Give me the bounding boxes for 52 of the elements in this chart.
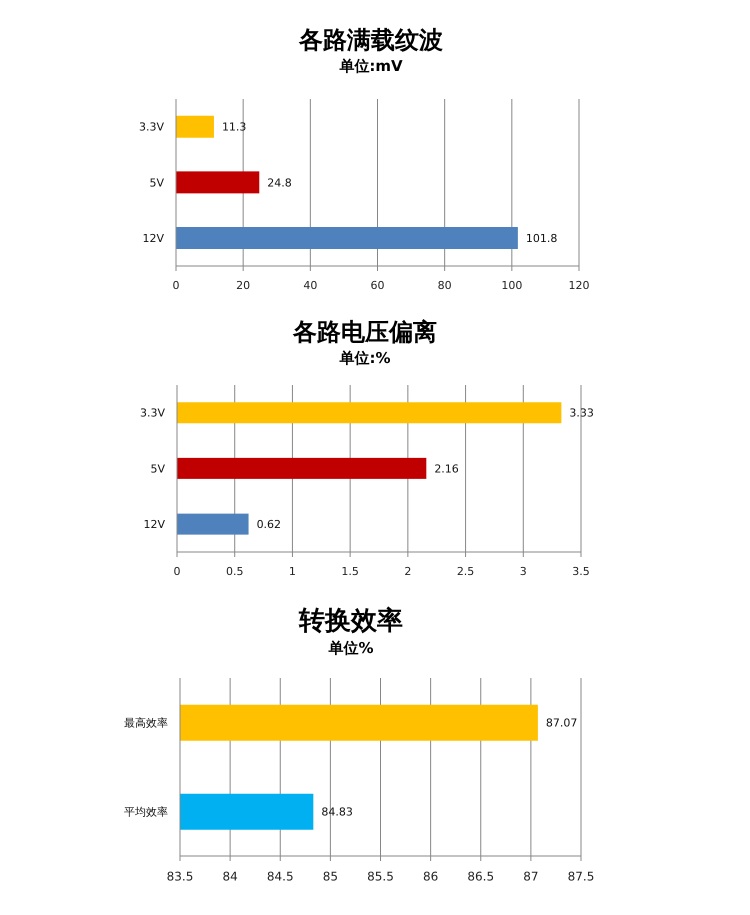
x-tick-label: 86 (422, 870, 438, 884)
x-tick-label: 120 (568, 278, 590, 292)
data-label: 101.8 (526, 232, 558, 245)
x-tick-label: 3.5 (572, 564, 590, 578)
bar (177, 402, 562, 424)
chart-title: 各路电压偏离 (292, 316, 438, 348)
chart-title: 各路满载纹波 (298, 24, 444, 56)
bar (176, 171, 260, 194)
y-tick-label: 12V (143, 518, 166, 532)
x-tick-label: 1.5 (341, 564, 359, 578)
x-tick-label: 83.5 (166, 870, 194, 884)
y-tick-label: 12V (142, 232, 164, 246)
y-tick-label: 最高效率 (124, 716, 168, 730)
y-tick-label: 平均效率 (124, 805, 168, 818)
x-tick-label: 0.5 (226, 564, 244, 578)
data-label: 84.83 (321, 806, 353, 819)
y-tick-label: 5V (149, 176, 164, 190)
x-tick-label: 87 (523, 870, 539, 884)
bar (176, 227, 518, 250)
x-tick-label: 60 (370, 278, 384, 292)
chart-subtitle: 单位:% (338, 348, 392, 368)
x-tick-label: 87.5 (568, 870, 594, 884)
x-tick-label: 3 (520, 564, 527, 578)
bar (177, 458, 426, 479)
x-tick-label: 40 (303, 278, 318, 292)
chart-subtitle: 单位:mV (338, 56, 404, 76)
y-tick-label: 3.3V (140, 406, 166, 420)
data-label: 87.07 (546, 716, 578, 730)
x-tick-label: 1 (288, 564, 296, 578)
data-label: 0.62 (256, 518, 282, 531)
x-tick-label: 84 (222, 870, 238, 884)
data-label: 11.3 (222, 120, 246, 134)
chart-title: 转换效率 (298, 605, 404, 637)
x-tick-label: 0 (172, 278, 180, 292)
x-tick-label: 20 (236, 278, 250, 292)
y-tick-label: 5V (150, 462, 166, 476)
x-tick-label: 2.5 (456, 564, 474, 578)
x-tick-label: 84.5 (266, 870, 294, 884)
data-label: 3.33 (569, 406, 594, 420)
bar (177, 514, 249, 535)
x-tick-label: 85 (322, 870, 338, 884)
x-tick-label: 86.5 (467, 870, 494, 884)
chart-subtitle: 单位% (327, 638, 375, 658)
x-tick-label: 80 (438, 278, 452, 292)
x-tick-label: 2 (404, 564, 412, 578)
data-label: 2.16 (434, 462, 459, 476)
x-tick-label: 0 (174, 564, 180, 578)
y-tick-label: 3.3V (138, 120, 164, 134)
x-tick-label: 100 (501, 278, 522, 292)
bar (176, 116, 214, 138)
data-label: 24.8 (267, 176, 292, 190)
x-tick-label: 85.5 (367, 870, 394, 884)
